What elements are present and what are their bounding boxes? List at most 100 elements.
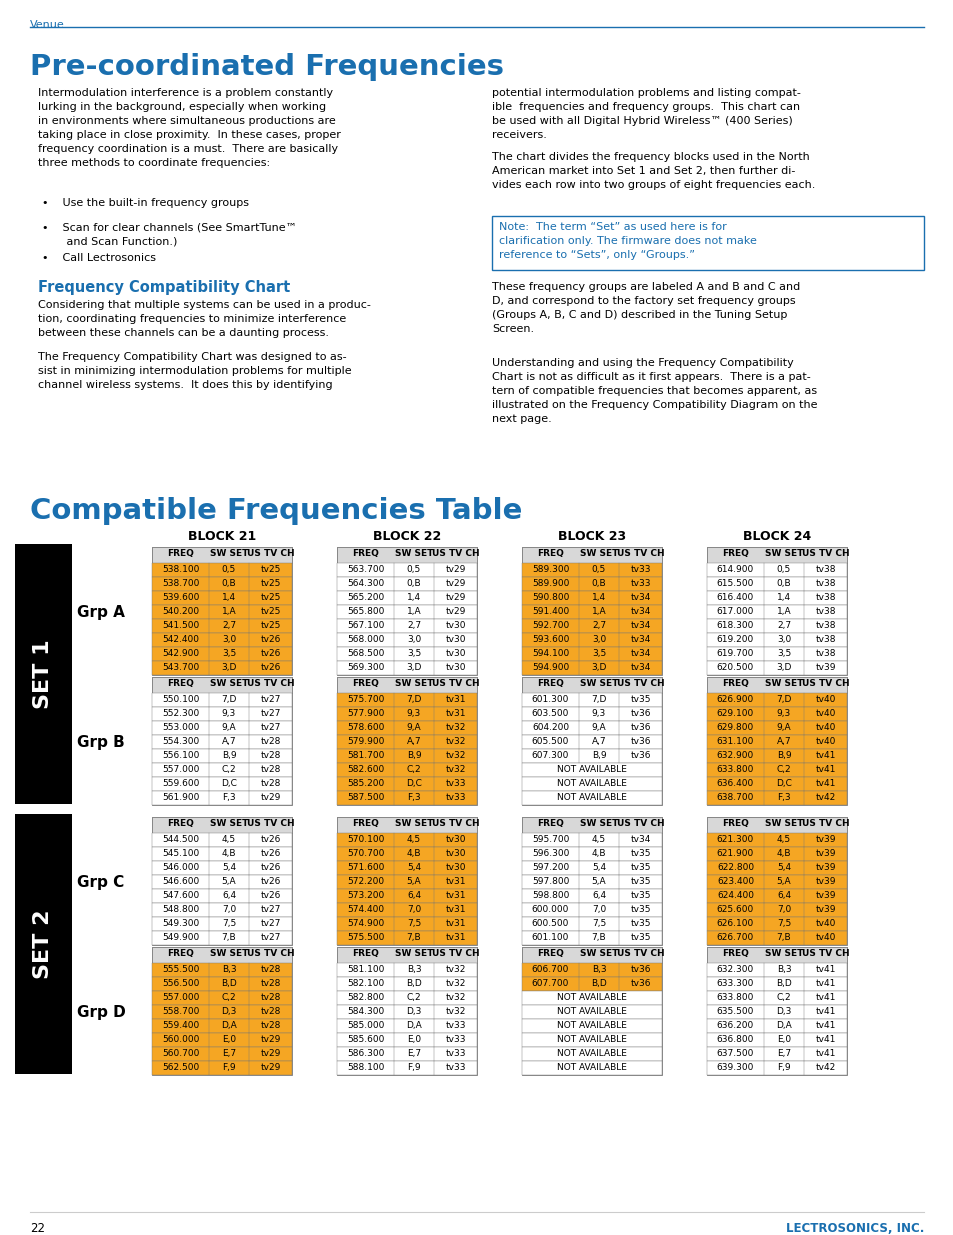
Text: tv29: tv29 xyxy=(260,793,280,802)
Text: E,7: E,7 xyxy=(407,1049,420,1058)
Text: 1,A: 1,A xyxy=(221,606,236,616)
Text: 626.700: 626.700 xyxy=(716,932,753,942)
Bar xyxy=(336,889,476,903)
Text: 601.100: 601.100 xyxy=(531,932,569,942)
Text: tv41: tv41 xyxy=(815,979,835,988)
Bar xyxy=(336,547,476,563)
Text: 632.900: 632.900 xyxy=(716,751,753,760)
Text: 22: 22 xyxy=(30,1221,45,1235)
Bar xyxy=(521,903,661,918)
Text: 7,0: 7,0 xyxy=(222,905,236,914)
Text: 556.500: 556.500 xyxy=(162,979,199,988)
Bar xyxy=(492,216,923,270)
Text: 3,D: 3,D xyxy=(406,663,421,672)
Text: 546.600: 546.600 xyxy=(162,877,199,885)
Text: US TV CH: US TV CH xyxy=(616,679,663,688)
Text: 585.600: 585.600 xyxy=(347,1035,384,1044)
Text: tv35: tv35 xyxy=(630,919,650,927)
Text: tv29: tv29 xyxy=(260,1035,280,1044)
Text: US TV CH: US TV CH xyxy=(801,819,848,827)
Text: 3,D: 3,D xyxy=(221,663,236,672)
Text: 3,5: 3,5 xyxy=(776,650,790,658)
Text: 2,7: 2,7 xyxy=(222,621,235,630)
Text: tv25: tv25 xyxy=(260,564,280,574)
Text: 585.000: 585.000 xyxy=(347,1021,384,1030)
Text: 568.000: 568.000 xyxy=(347,635,384,643)
Text: 563.700: 563.700 xyxy=(347,564,384,574)
Text: 557.000: 557.000 xyxy=(162,764,199,774)
Text: tv32: tv32 xyxy=(445,764,465,774)
Text: 4,5: 4,5 xyxy=(407,835,420,844)
Text: E,0: E,0 xyxy=(222,1035,235,1044)
Text: tv26: tv26 xyxy=(260,890,280,900)
Text: 549.900: 549.900 xyxy=(162,932,199,942)
Bar xyxy=(15,814,71,1074)
Text: tv30: tv30 xyxy=(445,848,465,858)
Text: 619.700: 619.700 xyxy=(716,650,754,658)
Text: tv41: tv41 xyxy=(815,764,835,774)
Text: 548.800: 548.800 xyxy=(162,905,199,914)
Text: tv29: tv29 xyxy=(260,1063,280,1072)
Text: 577.900: 577.900 xyxy=(347,709,384,718)
Text: 3,D: 3,D xyxy=(776,663,791,672)
Text: 5,4: 5,4 xyxy=(591,863,605,872)
Bar xyxy=(706,748,846,763)
Text: 4,B: 4,B xyxy=(221,848,236,858)
Text: •    Scan for clear channels (See SmartTune™
       and Scan Function.): • Scan for clear channels (See SmartTune… xyxy=(42,224,296,247)
Text: D,A: D,A xyxy=(221,1021,236,1030)
Bar xyxy=(706,647,846,661)
Text: tv33: tv33 xyxy=(630,579,650,588)
Bar xyxy=(152,735,292,748)
Text: 1,A: 1,A xyxy=(591,606,606,616)
Text: NOT AVAILABLE: NOT AVAILABLE xyxy=(557,779,626,788)
Text: tv40: tv40 xyxy=(815,737,835,746)
Bar xyxy=(706,1019,846,1032)
Text: 538.100: 538.100 xyxy=(162,564,199,574)
Bar xyxy=(336,1047,476,1061)
Bar xyxy=(152,1061,292,1074)
Text: tv31: tv31 xyxy=(445,932,465,942)
Text: 539.600: 539.600 xyxy=(162,593,199,601)
Bar xyxy=(336,563,476,577)
Text: US TV CH: US TV CH xyxy=(801,550,848,558)
Text: NOT AVAILABLE: NOT AVAILABLE xyxy=(557,993,626,1002)
Text: 9,3: 9,3 xyxy=(406,709,420,718)
Text: 7,B: 7,B xyxy=(776,932,790,942)
Text: NOT AVAILABLE: NOT AVAILABLE xyxy=(557,1063,626,1072)
Bar xyxy=(152,1032,292,1047)
Text: The chart divides the frequency blocks used in the North
American market into Se: The chart divides the frequency blocks u… xyxy=(492,152,815,190)
Bar xyxy=(152,619,292,634)
Text: B,D: B,D xyxy=(406,979,421,988)
Text: 0,5: 0,5 xyxy=(776,564,790,574)
Text: 1,4: 1,4 xyxy=(222,593,235,601)
Text: tv36: tv36 xyxy=(630,751,650,760)
Bar xyxy=(521,763,661,777)
Text: SW SET: SW SET xyxy=(579,679,618,688)
Text: B,9: B,9 xyxy=(406,751,421,760)
Text: 6,4: 6,4 xyxy=(407,890,420,900)
Text: 581.700: 581.700 xyxy=(347,751,384,760)
Text: tv41: tv41 xyxy=(815,993,835,1002)
Bar xyxy=(336,547,476,676)
Bar xyxy=(336,619,476,634)
Text: tv36: tv36 xyxy=(630,965,650,974)
Bar xyxy=(706,547,846,563)
Text: 7,B: 7,B xyxy=(221,932,236,942)
Text: 570.100: 570.100 xyxy=(347,835,384,844)
Text: 559.400: 559.400 xyxy=(162,1021,199,1030)
Bar xyxy=(706,634,846,647)
Bar xyxy=(706,735,846,748)
Text: 574.900: 574.900 xyxy=(347,919,384,927)
Text: NOT AVAILABLE: NOT AVAILABLE xyxy=(557,1049,626,1058)
Text: E,0: E,0 xyxy=(407,1035,420,1044)
Text: D,3: D,3 xyxy=(406,1007,421,1016)
Text: SW SET: SW SET xyxy=(210,679,248,688)
Text: F,3: F,3 xyxy=(222,793,235,802)
Text: Frequency Compatibility Chart: Frequency Compatibility Chart xyxy=(38,280,290,295)
Text: tv31: tv31 xyxy=(445,890,465,900)
Text: US TV CH: US TV CH xyxy=(432,679,478,688)
Text: tv40: tv40 xyxy=(815,722,835,732)
Text: tv34: tv34 xyxy=(630,835,650,844)
Bar xyxy=(336,947,476,1074)
Text: 6,4: 6,4 xyxy=(776,890,790,900)
